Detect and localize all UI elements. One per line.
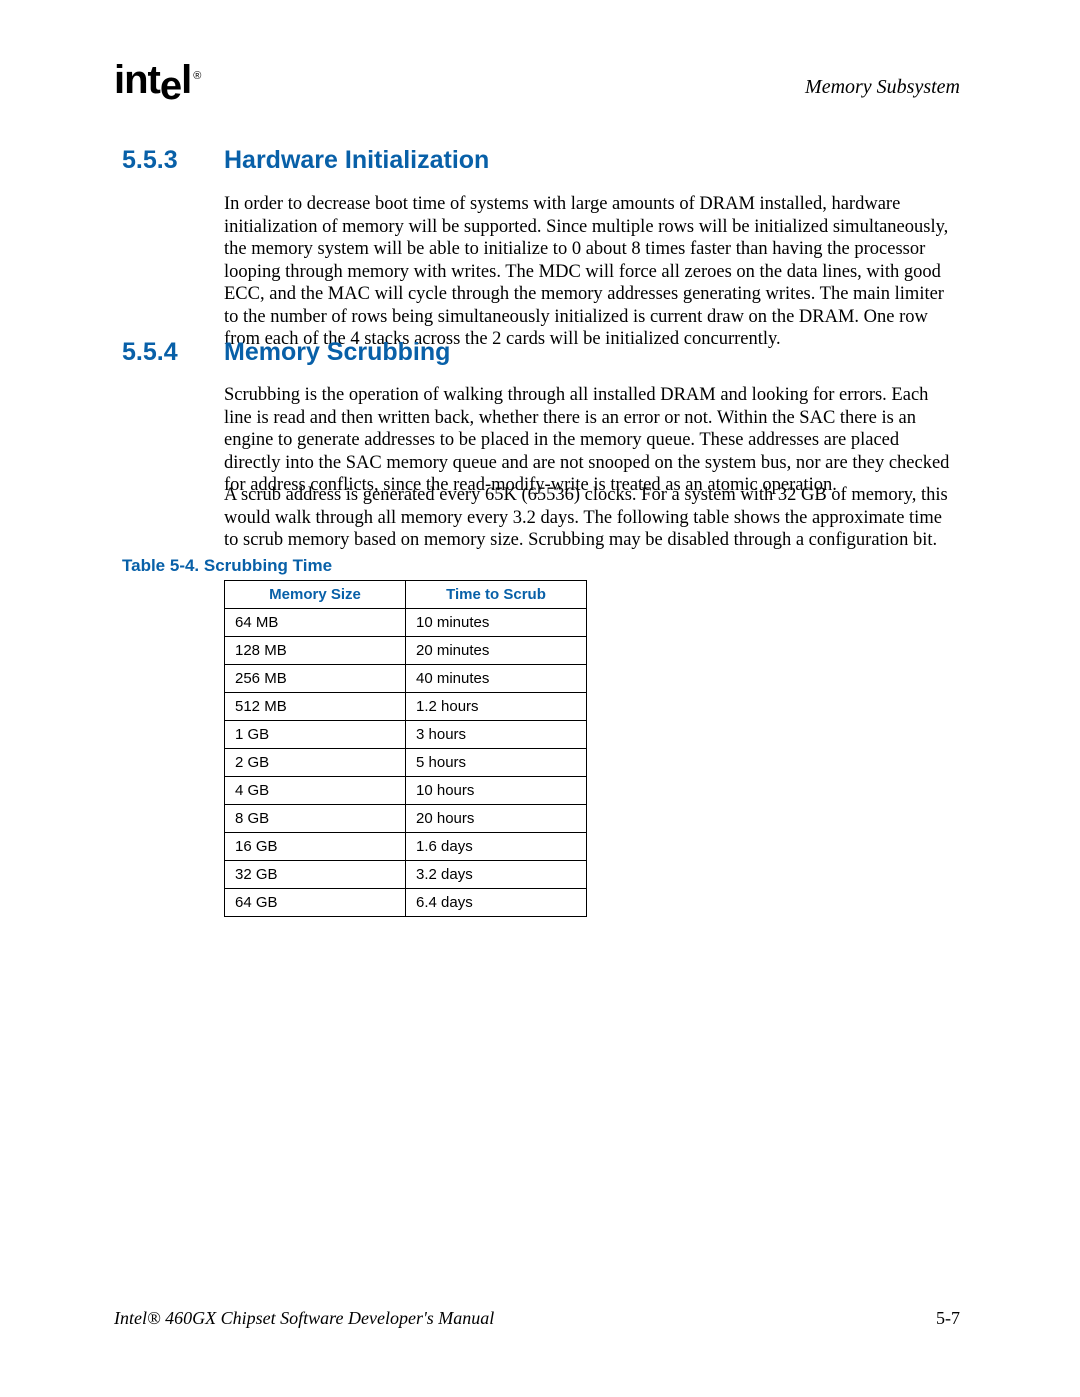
table-row: 64 MB10 minutes — [225, 609, 587, 637]
table-cell: 20 hours — [406, 805, 587, 833]
table-caption: Table 5-4. Scrubbing Time — [122, 556, 332, 576]
table-cell: 128 MB — [225, 637, 406, 665]
table-cell: 1.2 hours — [406, 693, 587, 721]
section-5-5-4-body-1: Scrubbing is the operation of walking th… — [224, 384, 960, 497]
table-cell: 6.4 days — [406, 889, 587, 917]
section-title: Memory Scrubbing — [224, 338, 450, 367]
table-row: 512 MB1.2 hours — [225, 693, 587, 721]
table-cell: 512 MB — [225, 693, 406, 721]
table-cell: 64 GB — [225, 889, 406, 917]
logo-text-3: l — [181, 58, 191, 102]
page: intel® Memory Subsystem 5.5.3 Hardware I… — [0, 0, 1080, 1397]
table-cell: 10 hours — [406, 777, 587, 805]
table-cell: 1.6 days — [406, 833, 587, 861]
table-row: 2 GB5 hours — [225, 749, 587, 777]
table-row: 16 GB1.6 days — [225, 833, 587, 861]
table-cell: 256 MB — [225, 665, 406, 693]
intel-logo: intel® — [114, 58, 200, 103]
logo-text-2: e — [160, 64, 181, 108]
table-cell: 32 GB — [225, 861, 406, 889]
table-cell: 10 minutes — [406, 609, 587, 637]
table-cell: 3.2 days — [406, 861, 587, 889]
table-row: 32 GB3.2 days — [225, 861, 587, 889]
section-5-5-3-body: In order to decrease boot time of system… — [224, 193, 960, 351]
table-row: 128 MB20 minutes — [225, 637, 587, 665]
table-cell: 1 GB — [225, 721, 406, 749]
table-cell: 20 minutes — [406, 637, 587, 665]
table-row: 1 GB3 hours — [225, 721, 587, 749]
table-row: 256 MB40 minutes — [225, 665, 587, 693]
logo-registered: ® — [193, 70, 200, 82]
table-cell: 3 hours — [406, 721, 587, 749]
table-header-memory-size: Memory Size — [225, 581, 406, 609]
table-cell: 4 GB — [225, 777, 406, 805]
section-number: 5.5.3 — [122, 146, 178, 175]
table-cell: 16 GB — [225, 833, 406, 861]
table-row: 64 GB6.4 days — [225, 889, 587, 917]
table-cell: 2 GB — [225, 749, 406, 777]
footer-page-number: 5-7 — [936, 1308, 960, 1329]
table-cell: 8 GB — [225, 805, 406, 833]
table-cell: 64 MB — [225, 609, 406, 637]
chapter-title: Memory Subsystem — [805, 76, 960, 99]
footer-manual-title: Intel® 460GX Chipset Software Developer'… — [114, 1308, 494, 1329]
section-number: 5.5.4 — [122, 338, 178, 367]
section-5-5-4-body-2: A scrub address is generated every 65K (… — [224, 484, 960, 552]
table-cell: 40 minutes — [406, 665, 587, 693]
scrubbing-time-table: Memory Size Time to Scrub 64 MB10 minute… — [224, 580, 587, 917]
table-row: 4 GB10 hours — [225, 777, 587, 805]
logo-text-1: int — [114, 58, 160, 102]
table-header-row: Memory Size Time to Scrub — [225, 581, 587, 609]
table-header-time-to-scrub: Time to Scrub — [406, 581, 587, 609]
section-title: Hardware Initialization — [224, 146, 489, 175]
table-row: 8 GB20 hours — [225, 805, 587, 833]
table-cell: 5 hours — [406, 749, 587, 777]
